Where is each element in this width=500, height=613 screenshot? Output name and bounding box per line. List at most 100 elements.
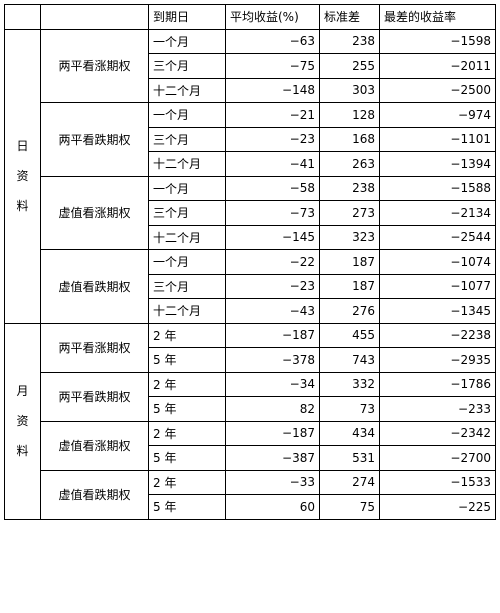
group-label: 月资料 xyxy=(4,322,41,520)
std-dev-cell: 73 xyxy=(319,396,380,422)
maturity-cell: 十二个月 xyxy=(148,77,226,103)
group-label-char: 资 xyxy=(16,414,29,428)
option-type: 虚值看涨期权 xyxy=(40,175,149,250)
table-row: 月资料两平看涨期权 2 年 −187 455 −2238 xyxy=(4,322,496,520)
maturity-cell: 三个月 xyxy=(148,273,226,299)
header-group xyxy=(4,4,41,30)
mean-return-cell: 60 xyxy=(225,494,320,520)
maturity-cell: 5 年 xyxy=(148,494,226,520)
header-row: 到期日 平均收益(%) 标准差 最差的收益率 xyxy=(4,4,496,30)
mean-return-cell: −75 xyxy=(225,53,320,79)
option-type: 两平看跌期权 xyxy=(40,371,149,422)
table-row: 三个月 −75 255 −2011 xyxy=(5,53,496,79)
option-type: 两平看涨期权 xyxy=(40,28,149,103)
worst-return-cell: −233 xyxy=(379,396,496,422)
maturity-cell: 三个月 xyxy=(148,53,226,79)
maturity-cell: 5 年 xyxy=(148,445,226,471)
table-row: 虚值看涨期权 2 年 −187 434 −2342 xyxy=(5,420,496,471)
worst-return-cell: −2935 xyxy=(379,347,496,373)
maturity-cell: 2 年 xyxy=(148,371,226,397)
worst-return-cell: −1077 xyxy=(379,273,496,299)
std-dev-cell: 187 xyxy=(319,249,380,275)
option-returns-table: 到期日 平均收益(%) 标准差 最差的收益率 日资料两平看涨期权 一个月 −63 23… xyxy=(4,4,496,520)
table-row: 十二个月 −43 276 −1345 xyxy=(5,298,496,324)
mean-return-cell: −22 xyxy=(225,249,320,275)
maturity-cell: 2 年 xyxy=(148,322,226,348)
std-dev-cell: 276 xyxy=(319,298,380,324)
option-type: 虚值看跌期权 xyxy=(40,249,149,324)
table-row: 三个月 −73 273 −2134 xyxy=(5,200,496,226)
std-dev-cell: 323 xyxy=(319,224,380,250)
worst-return-cell: −2700 xyxy=(379,445,496,471)
worst-return-cell: −1533 xyxy=(379,469,496,495)
worst-return-cell: −1345 xyxy=(379,298,496,324)
mean-return-cell: −41 xyxy=(225,151,320,177)
std-dev-cell: 434 xyxy=(319,420,380,446)
std-dev-cell: 531 xyxy=(319,445,380,471)
mean-return-cell: −73 xyxy=(225,200,320,226)
worst-return-cell: −1588 xyxy=(379,175,496,201)
table-row: 5 年 −387 531 −2700 xyxy=(5,445,496,471)
std-dev-cell: 743 xyxy=(319,347,380,373)
table-row: 日资料两平看涨期权 一个月 −63 238 −1598 xyxy=(4,28,496,324)
worst-return-cell: −2011 xyxy=(379,53,496,79)
mean-return-cell: −148 xyxy=(225,77,320,103)
table-row: 三个月 −23 187 −1077 xyxy=(5,273,496,299)
std-dev-cell: 303 xyxy=(319,77,380,103)
group-label-char: 日 xyxy=(16,139,29,153)
std-dev-cell: 238 xyxy=(319,28,380,54)
maturity-cell: 三个月 xyxy=(148,126,226,152)
table-row: 三个月 −23 168 −1101 xyxy=(5,126,496,152)
option-type: 两平看跌期权 xyxy=(40,102,149,177)
mean-return-cell: −63 xyxy=(225,28,320,54)
option-type: 两平看涨期权 xyxy=(40,322,149,373)
std-dev-cell: 273 xyxy=(319,200,380,226)
maturity-cell: 一个月 xyxy=(148,175,226,201)
maturity-cell: 2 年 xyxy=(148,469,226,495)
std-dev-cell: 168 xyxy=(319,126,380,152)
table-row: 5 年 60 75 −225 xyxy=(5,494,496,520)
std-dev-cell: 455 xyxy=(319,322,380,348)
maturity-cell: 十二个月 xyxy=(148,224,226,250)
maturity-cell: 十二个月 xyxy=(148,151,226,177)
mean-return-cell: −187 xyxy=(225,420,320,446)
mean-return-cell: −187 xyxy=(225,322,320,348)
mean-return-cell: −23 xyxy=(225,126,320,152)
std-dev-cell: 128 xyxy=(319,102,380,128)
mean-return-cell: −21 xyxy=(225,102,320,128)
maturity-cell: 一个月 xyxy=(148,102,226,128)
worst-return-cell: −1074 xyxy=(379,249,496,275)
header-maturity: 到期日 xyxy=(148,4,226,30)
table-row: 两平看跌期权 2 年 −34 332 −1786 xyxy=(5,371,496,422)
header-mean-return: 平均收益(%) xyxy=(225,4,320,30)
maturity-cell: 2 年 xyxy=(148,420,226,446)
table-row: 虚值看涨期权 一个月 −58 238 −1588 xyxy=(5,175,496,250)
worst-return-cell: −2342 xyxy=(379,420,496,446)
mean-return-cell: −145 xyxy=(225,224,320,250)
mean-return-cell: −23 xyxy=(225,273,320,299)
worst-return-cell: −1394 xyxy=(379,151,496,177)
mean-return-cell: −43 xyxy=(225,298,320,324)
group-label-char: 月 xyxy=(16,384,29,398)
worst-return-cell: −1101 xyxy=(379,126,496,152)
table-row: 虚值看跌期权 一个月 −22 187 −1074 xyxy=(5,249,496,324)
maturity-cell: 5 年 xyxy=(148,347,226,373)
worst-return-cell: −1598 xyxy=(379,28,496,54)
mean-return-cell: 82 xyxy=(225,396,320,422)
header-std-dev: 标准差 xyxy=(319,4,380,30)
worst-return-cell: −2500 xyxy=(379,77,496,103)
std-dev-cell: 274 xyxy=(319,469,380,495)
worst-return-cell: −974 xyxy=(379,102,496,128)
table-row: 两平看跌期权 一个月 −21 128 −974 xyxy=(5,102,496,177)
group-label-char: 料 xyxy=(16,444,29,458)
std-dev-cell: 75 xyxy=(319,494,380,520)
std-dev-cell: 263 xyxy=(319,151,380,177)
maturity-cell: 三个月 xyxy=(148,200,226,226)
worst-return-cell: −225 xyxy=(379,494,496,520)
table-row: 十二个月 −41 263 −1394 xyxy=(5,151,496,177)
worst-return-cell: −2134 xyxy=(379,200,496,226)
mean-return-cell: −34 xyxy=(225,371,320,397)
maturity-cell: 一个月 xyxy=(148,28,226,54)
table-row: 十二个月 −145 323 −2544 xyxy=(5,224,496,250)
maturity-cell: 十二个月 xyxy=(148,298,226,324)
